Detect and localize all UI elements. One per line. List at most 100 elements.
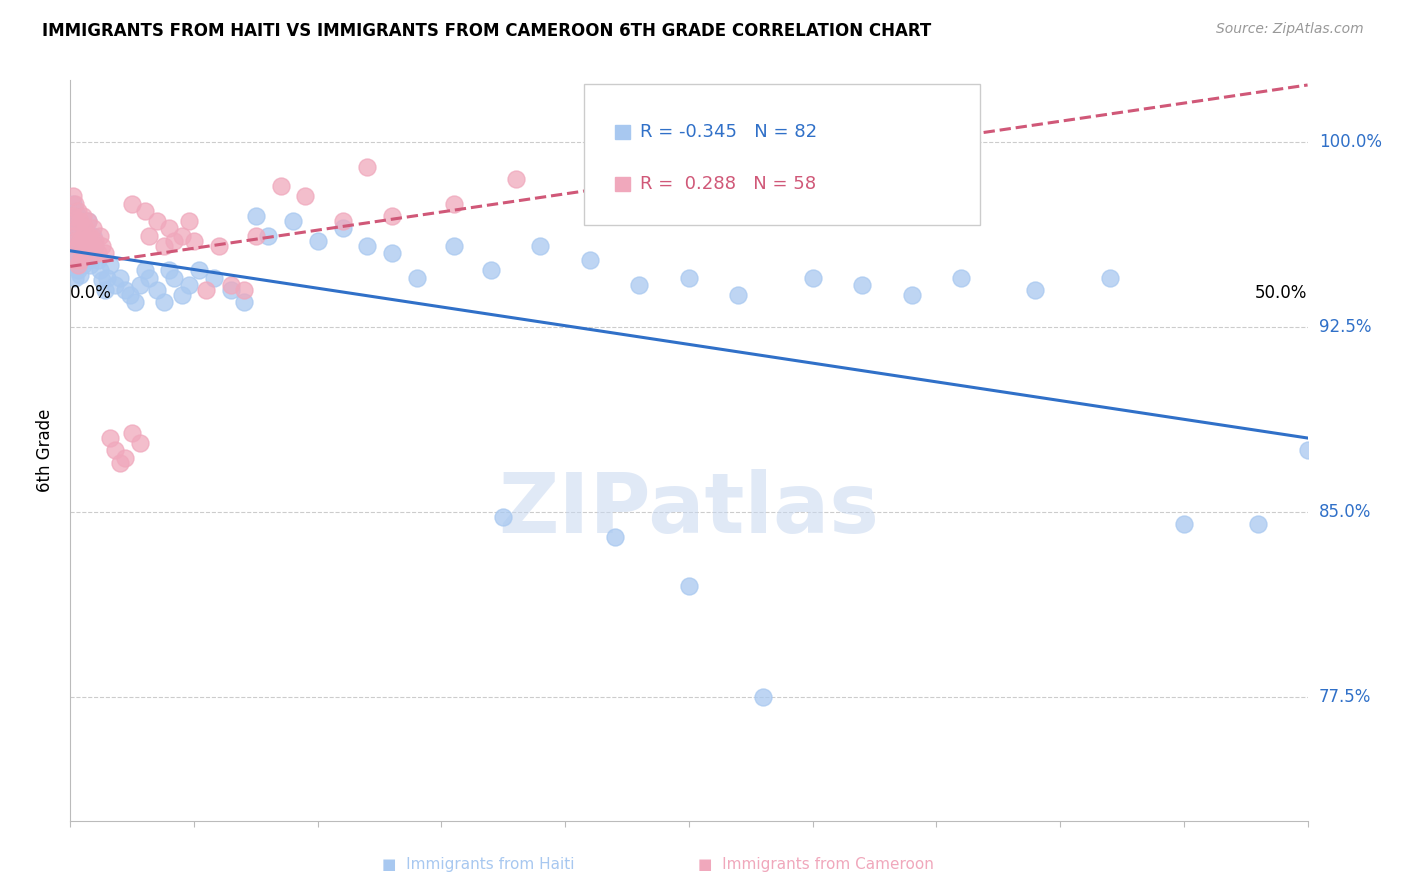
Text: ■  Immigrants from Cameroon: ■ Immigrants from Cameroon <box>697 857 934 872</box>
Point <box>104 278 127 293</box>
Point <box>257 228 280 243</box>
Point <box>177 278 200 293</box>
Point <box>69 268 91 283</box>
Point <box>91 238 114 252</box>
Point <box>79 248 101 262</box>
Point <box>219 283 242 297</box>
Point <box>66 246 89 260</box>
Point <box>84 238 107 252</box>
Point <box>69 234 91 248</box>
Point <box>94 246 117 260</box>
Point <box>72 221 94 235</box>
Point <box>281 214 304 228</box>
Point <box>801 270 824 285</box>
Point <box>76 234 98 248</box>
Text: 0.0%: 0.0% <box>70 284 112 301</box>
Point <box>1098 270 1121 285</box>
Point <box>75 228 97 243</box>
Y-axis label: 6th Grade: 6th Grade <box>35 409 53 492</box>
Point <box>232 283 254 297</box>
Point <box>492 510 515 524</box>
Point <box>443 196 465 211</box>
Point <box>89 263 111 277</box>
Point <box>66 238 89 252</box>
Point <box>65 221 87 235</box>
Text: 92.5%: 92.5% <box>1319 318 1371 336</box>
Point <box>157 221 180 235</box>
Point <box>84 234 107 248</box>
Point <box>153 238 176 252</box>
Point <box>66 228 89 243</box>
Point <box>76 253 98 268</box>
Point <box>65 270 87 285</box>
Point <box>65 214 87 228</box>
Point <box>82 246 104 260</box>
Point <box>62 209 84 223</box>
Point <box>65 234 87 248</box>
Point <box>294 189 316 203</box>
Point <box>170 288 193 302</box>
Point <box>75 238 97 252</box>
Point <box>65 238 87 252</box>
Text: 85.0%: 85.0% <box>1319 503 1371 521</box>
Point <box>188 263 211 277</box>
Point <box>479 263 502 277</box>
Point <box>183 234 205 248</box>
Point <box>79 238 101 252</box>
Point <box>678 270 700 285</box>
FancyBboxPatch shape <box>614 126 630 139</box>
Point <box>76 214 98 228</box>
Point <box>66 259 89 273</box>
Point <box>76 234 98 248</box>
Point <box>579 253 602 268</box>
Point <box>69 214 91 228</box>
Point <box>307 234 329 248</box>
Point <box>94 283 117 297</box>
Text: Source: ZipAtlas.com: Source: ZipAtlas.com <box>1216 22 1364 37</box>
Point <box>82 228 104 243</box>
Point <box>82 238 104 252</box>
Point <box>177 214 200 228</box>
Point <box>134 204 156 219</box>
FancyBboxPatch shape <box>614 178 630 191</box>
Point <box>208 238 231 252</box>
Point <box>332 214 354 228</box>
Point <box>678 579 700 593</box>
Point <box>118 288 141 302</box>
Point <box>62 238 84 252</box>
Point <box>75 221 97 235</box>
Point <box>153 295 176 310</box>
Point <box>950 270 973 285</box>
Point <box>381 246 404 260</box>
Text: IMMIGRANTS FROM HAITI VS IMMIGRANTS FROM CAMEROON 6TH GRADE CORRELATION CHART: IMMIGRANTS FROM HAITI VS IMMIGRANTS FROM… <box>42 22 931 40</box>
FancyBboxPatch shape <box>583 84 980 225</box>
Point <box>1173 517 1195 532</box>
Point <box>69 214 91 228</box>
Point <box>98 259 121 273</box>
Point <box>69 253 91 268</box>
Point <box>146 214 169 228</box>
Point <box>157 263 180 277</box>
Point <box>86 253 108 268</box>
Point <box>752 690 775 705</box>
Point <box>128 278 150 293</box>
Point <box>1024 283 1046 297</box>
Point <box>128 436 150 450</box>
Point <box>245 209 267 223</box>
Text: R = -0.345   N = 82: R = -0.345 N = 82 <box>640 123 817 141</box>
Point <box>405 270 427 285</box>
Point <box>72 228 94 243</box>
Point <box>121 196 143 211</box>
Point <box>69 251 91 265</box>
Point <box>851 278 873 293</box>
Text: R =  0.288   N = 58: R = 0.288 N = 58 <box>640 175 817 193</box>
Point <box>138 228 160 243</box>
Point <box>163 234 186 248</box>
Text: ZIPatlas: ZIPatlas <box>499 469 879 550</box>
Point <box>628 278 651 293</box>
Point <box>72 259 94 273</box>
Point <box>270 179 292 194</box>
Point <box>72 209 94 223</box>
Point <box>195 283 218 297</box>
Point <box>62 196 84 211</box>
